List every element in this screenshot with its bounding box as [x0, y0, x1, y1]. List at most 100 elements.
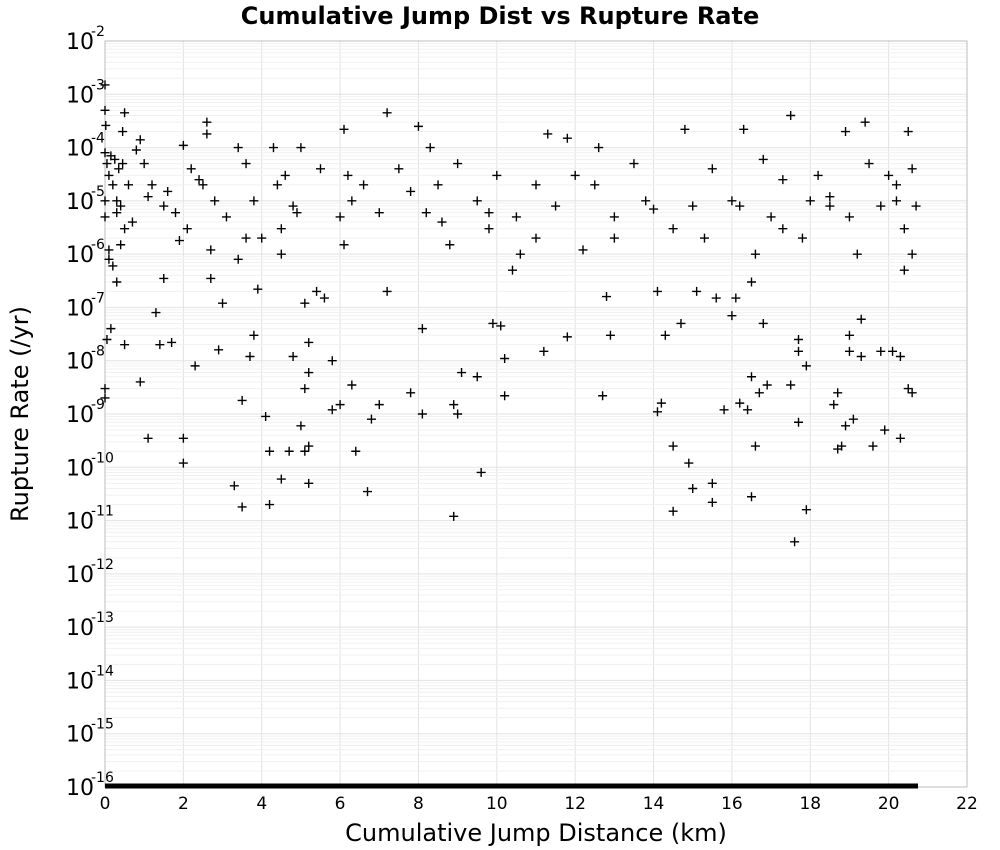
y-tick-exponent-2: -14	[91, 663, 114, 679]
data-point-227	[292, 208, 302, 218]
data-point-32	[167, 337, 177, 347]
data-point-85	[351, 446, 361, 456]
data-point-7	[108, 180, 118, 190]
data-point-187	[688, 201, 698, 211]
data-point-60	[265, 500, 275, 510]
data-point-191	[609, 233, 619, 243]
y-tick-label-8: 10	[66, 350, 94, 375]
data-point-102	[472, 372, 482, 382]
data-point-81	[335, 400, 345, 410]
data-point-215	[594, 143, 604, 153]
y-tick-label-5: 10	[66, 510, 94, 535]
y-tick-exponent-6: -10	[91, 450, 114, 466]
data-point-22	[106, 324, 116, 334]
data-point-72	[300, 446, 310, 456]
data-point-59	[265, 446, 275, 456]
data-point-238	[750, 249, 760, 259]
data-point-95	[417, 409, 427, 419]
x-tick-label-0: 0	[100, 794, 111, 814]
y-tick-exponent-0: -16	[91, 770, 114, 786]
y-tick-exponent-1: -15	[91, 717, 114, 733]
data-point-0	[100, 80, 110, 90]
data-point-242	[515, 249, 525, 259]
y-tick-label-10: 10	[66, 243, 94, 268]
data-point-78	[319, 293, 329, 303]
data-point-9	[112, 196, 122, 206]
data-point-204	[272, 180, 282, 190]
data-point-175	[903, 127, 913, 137]
data-point-203	[316, 164, 325, 174]
data-point-163	[856, 314, 866, 324]
y-tick-label-12: 10	[66, 137, 94, 162]
data-point-16	[112, 277, 122, 287]
data-point-173	[884, 170, 894, 180]
data-point-80	[327, 405, 337, 415]
x-axis-label: Cumulative Jump Distance (km)	[345, 819, 727, 847]
x-tick-label-5: 10	[486, 794, 508, 814]
data-point-35	[171, 208, 181, 218]
data-point-73	[304, 441, 314, 451]
data-point-239	[699, 233, 709, 243]
data-point-68	[280, 170, 290, 180]
data-point-62	[284, 446, 294, 456]
data-point-116	[602, 292, 612, 302]
data-point-162	[848, 414, 858, 424]
data-point-17	[102, 335, 112, 345]
y-tick-exponent-7: -9	[91, 397, 105, 413]
data-point-56	[249, 196, 259, 206]
data-point-51	[245, 351, 255, 361]
data-point-158	[837, 441, 847, 451]
x-tick-label-4: 8	[413, 794, 424, 814]
x-tick-label-2: 4	[256, 794, 267, 814]
data-point-184	[766, 212, 776, 222]
data-point-183	[797, 233, 807, 243]
x-tick-label-7: 14	[643, 794, 665, 814]
data-point-53	[253, 284, 263, 294]
data-point-169	[895, 351, 905, 361]
data-point-236	[825, 192, 835, 202]
data-point-24	[135, 377, 145, 387]
data-point-224	[484, 224, 494, 234]
data-point-99	[453, 409, 463, 419]
data-point-153	[801, 505, 811, 515]
data-point-152	[794, 346, 804, 356]
data-point-70	[300, 384, 310, 394]
data-point-41	[190, 361, 200, 371]
data-point-130	[680, 124, 690, 134]
data-point-147	[786, 110, 796, 120]
data-point-171	[903, 384, 913, 394]
data-point-189	[641, 196, 651, 206]
y-tick-label-14: 10	[66, 30, 94, 55]
data-point-91	[394, 164, 404, 174]
data-point-177	[841, 127, 851, 137]
data-point-79	[327, 356, 337, 366]
data-point-136	[731, 293, 741, 303]
data-point-125	[668, 506, 678, 516]
data-point-170	[895, 433, 905, 443]
data-point-46	[218, 298, 228, 308]
data-point-57	[257, 233, 267, 243]
data-point-86	[363, 487, 373, 497]
data-point-216	[735, 201, 745, 211]
data-point-52	[249, 330, 259, 340]
data-point-14	[104, 245, 114, 255]
data-point-208	[159, 201, 169, 211]
y-tick-exponent-4: -12	[91, 557, 114, 573]
y-tick-exponent-5: -11	[91, 504, 114, 520]
data-point-38	[174, 236, 184, 246]
data-point-200	[374, 208, 384, 218]
data-point-148	[786, 380, 796, 390]
data-point-65	[288, 201, 298, 211]
data-point-180	[864, 159, 874, 169]
data-point-20	[118, 127, 128, 137]
data-point-64	[276, 224, 286, 234]
data-point-58	[261, 411, 271, 421]
data-point-21	[120, 108, 130, 118]
data-point-139	[747, 372, 756, 382]
data-point-67	[268, 143, 278, 153]
data-point-211	[100, 212, 110, 222]
y-tick-label-6: 10	[66, 456, 94, 481]
data-point-185	[727, 196, 737, 206]
data-point-88	[374, 400, 384, 410]
data-point-198	[437, 217, 447, 227]
